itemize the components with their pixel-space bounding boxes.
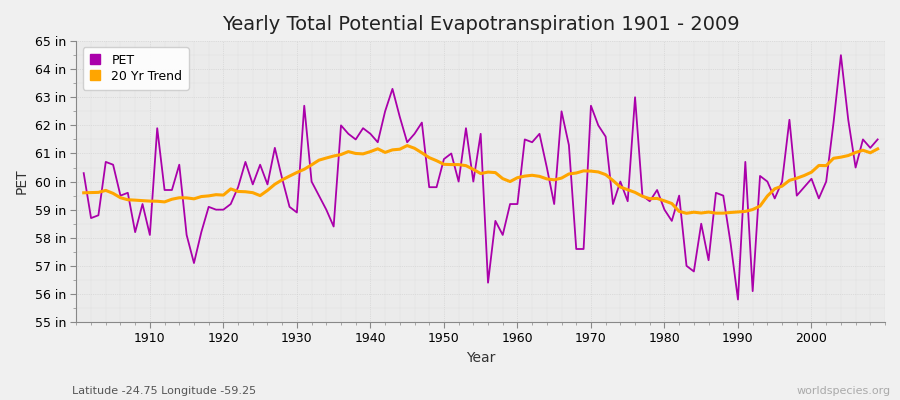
Text: worldspecies.org: worldspecies.org [796,386,891,396]
Text: Latitude -24.75 Longitude -59.25: Latitude -24.75 Longitude -59.25 [72,386,256,396]
X-axis label: Year: Year [466,351,495,365]
Title: Yearly Total Potential Evapotranspiration 1901 - 2009: Yearly Total Potential Evapotranspiratio… [222,15,740,34]
Y-axis label: PET: PET [15,169,29,194]
Legend: PET, 20 Yr Trend: PET, 20 Yr Trend [83,47,189,90]
